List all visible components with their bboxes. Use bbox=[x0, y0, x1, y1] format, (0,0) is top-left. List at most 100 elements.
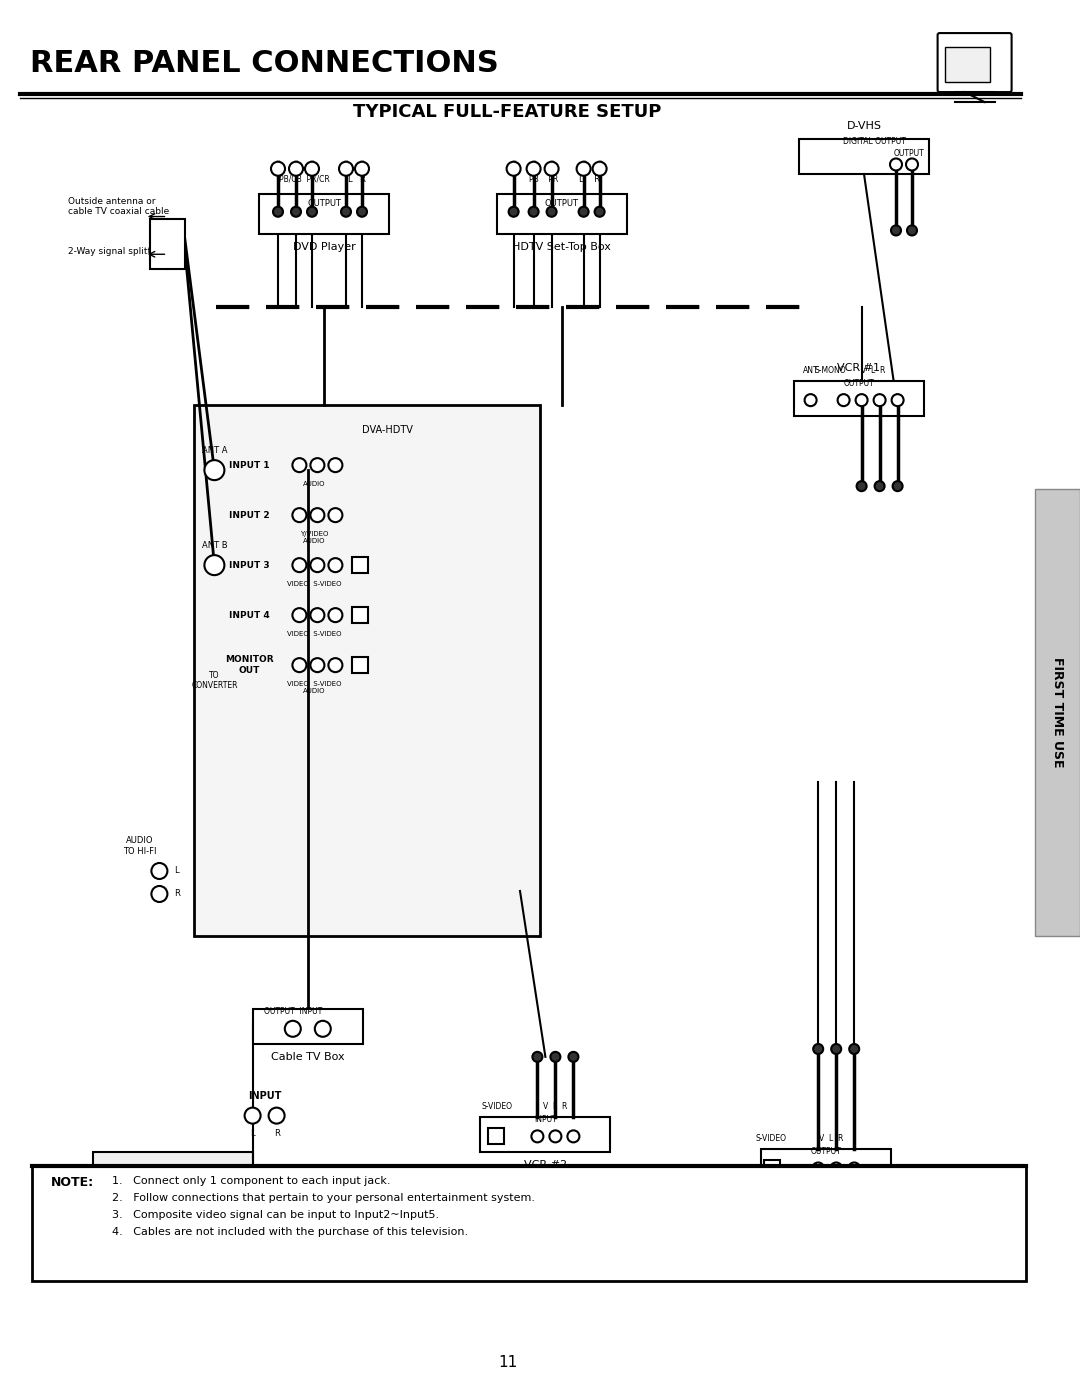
Circle shape bbox=[551, 1052, 561, 1062]
Text: S-VIDEO: S-VIDEO bbox=[482, 1102, 513, 1111]
Text: DIGITAL OUTPUT: DIGITAL OUTPUT bbox=[842, 137, 905, 145]
Circle shape bbox=[892, 394, 904, 407]
Text: R: R bbox=[273, 1129, 280, 1137]
Text: S-MONO: S-MONO bbox=[814, 366, 847, 374]
Circle shape bbox=[838, 394, 850, 407]
Text: TO
CONVERTER: TO CONVERTER bbox=[191, 671, 238, 690]
Text: 2.   Follow connections that pertain to your personal entertainment system.: 2. Follow connections that pertain to yo… bbox=[112, 1193, 536, 1203]
Circle shape bbox=[293, 458, 307, 472]
Bar bbox=[488, 1129, 504, 1144]
Bar bbox=[497, 194, 626, 233]
Circle shape bbox=[577, 162, 591, 176]
Text: INPUT: INPUT bbox=[534, 1115, 557, 1123]
Text: Outside antenna or
cable TV coaxial cable: Outside antenna or cable TV coaxial cabl… bbox=[68, 197, 170, 217]
Bar bbox=[259, 194, 389, 233]
Circle shape bbox=[293, 608, 307, 622]
Text: R: R bbox=[359, 175, 365, 184]
Circle shape bbox=[527, 162, 541, 176]
Text: HDTV Set-Top Box: HDTV Set-Top Box bbox=[512, 242, 611, 251]
Circle shape bbox=[855, 394, 867, 407]
Text: D-VHS: D-VHS bbox=[847, 122, 881, 131]
Text: VIDEO  S-VIDEO
AUDIO: VIDEO S-VIDEO AUDIO bbox=[287, 682, 341, 694]
Text: VCR #1: VCR #1 bbox=[837, 363, 880, 373]
Circle shape bbox=[310, 458, 324, 472]
Circle shape bbox=[151, 863, 167, 879]
Circle shape bbox=[310, 559, 324, 573]
Circle shape bbox=[848, 1162, 860, 1175]
Text: OUTPUT: OUTPUT bbox=[893, 149, 924, 158]
Circle shape bbox=[307, 207, 318, 217]
Circle shape bbox=[532, 1052, 542, 1062]
Circle shape bbox=[875, 481, 885, 492]
Bar bbox=[481, 1116, 610, 1153]
Circle shape bbox=[531, 1130, 543, 1143]
Text: 3.   Composite video signal can be input to Input2~Input5.: 3. Composite video signal can be input t… bbox=[112, 1210, 440, 1221]
Bar bbox=[1035, 489, 1080, 936]
Circle shape bbox=[357, 207, 367, 217]
Text: NOTE:: NOTE: bbox=[51, 1176, 94, 1189]
Circle shape bbox=[244, 1108, 260, 1123]
Circle shape bbox=[891, 225, 901, 236]
Circle shape bbox=[568, 1052, 579, 1062]
Bar bbox=[352, 608, 368, 623]
Text: L: L bbox=[347, 175, 351, 184]
Text: VIDEO  S-VIDEO: VIDEO S-VIDEO bbox=[287, 631, 341, 637]
Text: Stereo System Amplifier: Stereo System Amplifier bbox=[113, 1242, 232, 1252]
Circle shape bbox=[890, 158, 902, 170]
Text: INPUT 3: INPUT 3 bbox=[229, 560, 270, 570]
Text: INPUT 1: INPUT 1 bbox=[229, 461, 270, 469]
Bar bbox=[194, 405, 540, 936]
Circle shape bbox=[805, 394, 816, 407]
Circle shape bbox=[593, 162, 607, 176]
Text: DVD Player: DVD Player bbox=[293, 242, 355, 251]
Circle shape bbox=[293, 509, 307, 522]
Bar bbox=[945, 47, 989, 82]
Text: 2-Way signal splitter: 2-Way signal splitter bbox=[68, 247, 161, 256]
Circle shape bbox=[291, 207, 301, 217]
Circle shape bbox=[271, 162, 285, 176]
Bar bbox=[150, 219, 185, 270]
Text: 4.   Cables are not included with the purchase of this television.: 4. Cables are not included with the purc… bbox=[112, 1228, 469, 1238]
Text: 11: 11 bbox=[498, 1355, 517, 1369]
Text: OUTPUT: OUTPUT bbox=[811, 1147, 841, 1155]
Text: AUDIO: AUDIO bbox=[303, 481, 326, 488]
Circle shape bbox=[874, 394, 886, 407]
Text: ANT: ANT bbox=[802, 366, 819, 374]
Circle shape bbox=[269, 1108, 285, 1123]
Text: 1.   Connect only 1 component to each input jack.: 1. Connect only 1 component to each inpu… bbox=[112, 1176, 391, 1186]
Text: TYPICAL FULL-FEATURE SETUP: TYPICAL FULL-FEATURE SETUP bbox=[353, 103, 662, 120]
Circle shape bbox=[293, 559, 307, 573]
Text: R: R bbox=[174, 890, 180, 898]
Circle shape bbox=[314, 1021, 330, 1037]
Circle shape bbox=[546, 207, 556, 217]
Bar bbox=[253, 1009, 363, 1045]
Text: Y: Y bbox=[511, 175, 516, 184]
Text: V  L  R: V L R bbox=[543, 1102, 568, 1111]
Text: L    R: L R bbox=[579, 175, 600, 184]
Text: OUTPUT: OUTPUT bbox=[307, 198, 341, 208]
Text: ANT A: ANT A bbox=[202, 446, 227, 454]
Text: INPUT: INPUT bbox=[248, 1091, 281, 1101]
Text: V  L  R: V L R bbox=[862, 366, 886, 374]
Text: REAR PANEL CONNECTIONS: REAR PANEL CONNECTIONS bbox=[30, 49, 499, 78]
Circle shape bbox=[509, 207, 518, 217]
Circle shape bbox=[355, 162, 369, 176]
Circle shape bbox=[832, 1044, 841, 1053]
Circle shape bbox=[831, 1162, 842, 1175]
Bar bbox=[794, 380, 923, 416]
Circle shape bbox=[341, 207, 351, 217]
Text: VCR #2: VCR #2 bbox=[524, 1160, 567, 1169]
Bar bbox=[352, 557, 368, 573]
Circle shape bbox=[204, 460, 225, 481]
Text: VIDEO  S-VIDEO: VIDEO S-VIDEO bbox=[287, 581, 341, 587]
Circle shape bbox=[289, 162, 303, 176]
Circle shape bbox=[907, 225, 917, 236]
Circle shape bbox=[892, 481, 903, 492]
Circle shape bbox=[204, 555, 225, 576]
Text: ANT B: ANT B bbox=[202, 541, 227, 549]
Circle shape bbox=[328, 559, 342, 573]
Text: DVA-HDTV: DVA-HDTV bbox=[362, 425, 413, 434]
Text: INPUT 4: INPUT 4 bbox=[229, 610, 270, 620]
Circle shape bbox=[567, 1130, 579, 1143]
Bar bbox=[133, 1186, 167, 1207]
